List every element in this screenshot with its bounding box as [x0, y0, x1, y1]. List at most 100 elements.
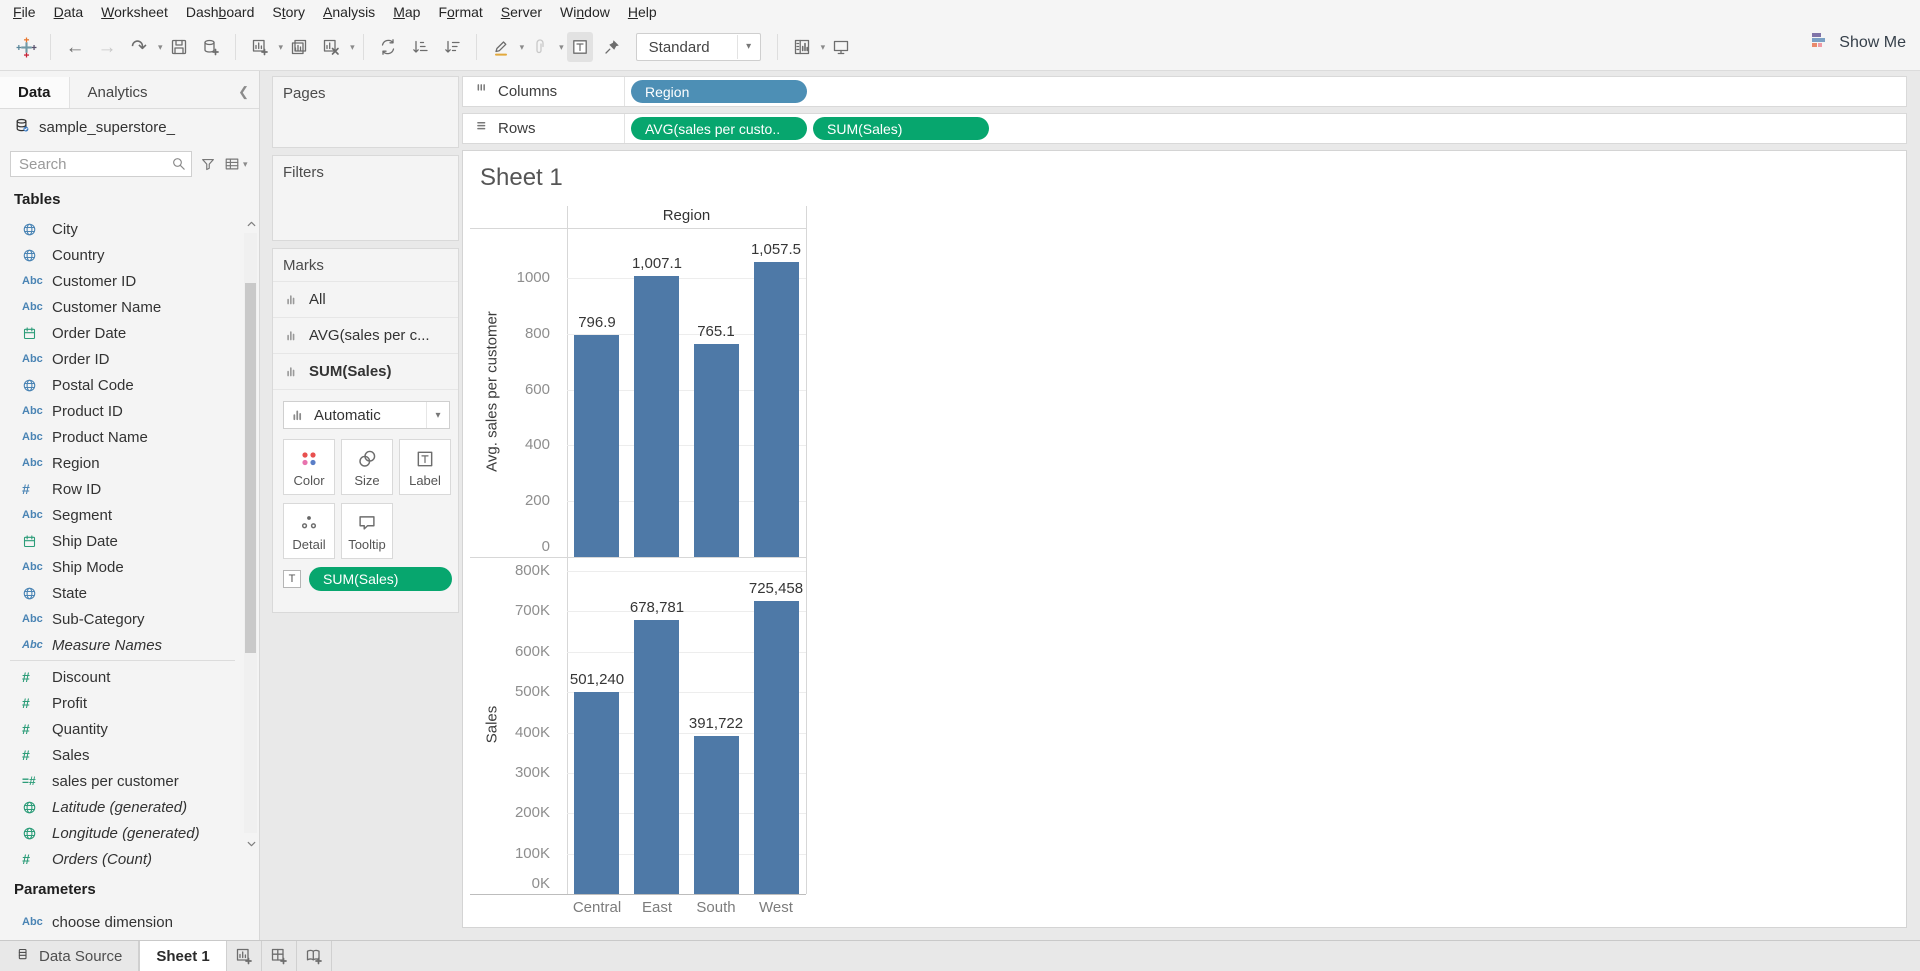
field-discount[interactable]: # Discount	[22, 668, 111, 686]
view-options-caret-icon[interactable]: ▾	[243, 158, 248, 169]
data-source-item[interactable]: sample_superstore_	[14, 117, 175, 138]
scrollbar-thumb[interactable]	[245, 283, 256, 653]
field-city[interactable]: City	[0, 216, 242, 242]
highlight-icon-caret[interactable]: ▾	[519, 41, 525, 52]
field-profit[interactable]: # Profit	[22, 694, 88, 712]
columns-shelf[interactable]: Columns Region	[462, 76, 1907, 107]
field-latitude-generated[interactable]: Latitude (generated)	[0, 794, 242, 820]
menu-server[interactable]: Server	[500, 4, 543, 20]
menu-window[interactable]: Window	[560, 4, 610, 20]
replay-icon-caret[interactable]: ▾	[158, 41, 163, 52]
field-customer-name[interactable]: Abc Customer Name	[22, 298, 162, 316]
tab-data[interactable]: Data	[0, 76, 70, 108]
field-region[interactable]: Abc Region	[22, 454, 100, 472]
new-worksheet-button[interactable]	[227, 941, 262, 971]
field-longitude-generated[interactable]: Longitude (generated)	[0, 820, 242, 846]
menu-format[interactable]: Format	[438, 4, 483, 20]
menu-worksheet[interactable]: Worksheet	[101, 4, 168, 20]
clear-sheet-icon-caret[interactable]: ▾	[350, 41, 355, 52]
filters-shelf[interactable]: Filters	[272, 155, 459, 241]
undo-icon[interactable]: ←	[65, 36, 85, 58]
show-me-button[interactable]: Show Me	[1810, 31, 1906, 54]
duplicate-icon[interactable]	[286, 32, 312, 62]
new-dashboard-button[interactable]	[262, 941, 297, 971]
field-quantity[interactable]: # Quantity	[22, 720, 108, 738]
filter-fields-icon[interactable]	[200, 156, 216, 172]
detail-button[interactable]: Detail	[283, 503, 335, 559]
marks-item-avg-sales-per-c[interactable]: AVG(sales per c...	[273, 317, 458, 353]
mark-type-caret-icon[interactable]: ▾	[426, 402, 449, 428]
search-input[interactable]	[10, 151, 192, 177]
tooltip-button[interactable]: Tooltip	[341, 503, 393, 559]
rows-pill-avg-sales-per-custo[interactable]: AVG(sales per custo..	[631, 117, 807, 140]
new-worksheet-icon-caret[interactable]: ▾	[278, 41, 284, 52]
marks-item-sum-sales[interactable]: SUM(Sales)	[273, 353, 458, 389]
size-button[interactable]: Size	[341, 439, 393, 495]
field-orders-count[interactable]: # Orders (Count)	[22, 850, 153, 868]
new-data-source-icon[interactable]	[198, 32, 224, 62]
tab-analytics[interactable]: Analytics	[87, 83, 148, 101]
new-story-button[interactable]	[297, 941, 332, 971]
bar-south-sum[interactable]	[694, 736, 739, 894]
redo-icon[interactable]: →	[97, 36, 117, 58]
field-ship-date[interactable]: Ship Date	[0, 528, 242, 554]
marks-item-all[interactable]: All	[273, 281, 458, 317]
tab-data-source[interactable]: Data Source	[0, 941, 140, 971]
collapse-pane-icon[interactable]: ❮	[238, 84, 249, 99]
bar-east-sum[interactable]	[634, 620, 679, 894]
menu-analysis[interactable]: Analysis	[323, 4, 376, 20]
field-state[interactable]: State	[0, 580, 242, 606]
field-sales[interactable]: # Sales	[22, 746, 90, 764]
bar-west-sum[interactable]	[754, 601, 799, 894]
field-sub-category[interactable]: Abc Sub-Category	[22, 610, 145, 628]
parameter-choose-dimension[interactable]: Abc choose dimension	[22, 913, 173, 931]
label-button[interactable]: Label	[399, 439, 451, 495]
show-hide-cards-icon-caret[interactable]: ▾	[820, 41, 826, 52]
fit-caret-icon[interactable]: ▾	[736, 35, 760, 59]
rows-pill-sum-sales[interactable]: SUM(Sales)	[813, 117, 989, 140]
field-ship-mode[interactable]: Abc Ship Mode	[22, 558, 124, 576]
field-segment[interactable]: Abc Segment	[22, 506, 113, 524]
field-order-date[interactable]: Order Date	[0, 320, 242, 346]
field-row-id[interactable]: # Row ID	[22, 480, 102, 498]
show-hide-cards-icon[interactable]	[789, 32, 815, 62]
swap-rows-columns-icon[interactable]	[375, 32, 401, 62]
columns-pill-region[interactable]: Region	[631, 80, 807, 103]
sort-ascending-icon[interactable]	[407, 32, 433, 62]
show-mark-labels-button[interactable]	[566, 32, 593, 62]
bar-west-avg[interactable]	[754, 262, 799, 557]
fix-axes-icon[interactable]	[599, 32, 625, 62]
menu-story[interactable]: Story	[272, 4, 306, 20]
tab-sheet-1[interactable]: Sheet 1	[139, 941, 227, 971]
menu-data[interactable]: Data	[53, 4, 84, 20]
fit-selector[interactable]: Standard ▾	[635, 33, 761, 61]
bar-central-sum[interactable]	[574, 692, 619, 894]
field-order-id[interactable]: Abc Order ID	[22, 350, 110, 368]
field-postal-code[interactable]: Postal Code	[0, 372, 242, 398]
presentation-mode-icon[interactable]	[828, 32, 854, 62]
group-members-icon-caret[interactable]: ▾	[559, 41, 564, 52]
view-options-icon[interactable]	[224, 156, 240, 172]
field-sales-per-customer[interactable]: =# sales per customer	[22, 772, 179, 790]
field-measure-names[interactable]: Abc Measure Names	[22, 636, 163, 654]
group-members-icon[interactable]	[527, 32, 553, 62]
scroll-down-icon[interactable]	[245, 837, 258, 855]
menu-file[interactable]: File	[13, 4, 36, 20]
pill-sum-sales-label[interactable]: SUM(Sales)	[309, 567, 452, 591]
bar-south-avg[interactable]	[694, 344, 739, 557]
replay-icon[interactable]: ↷	[131, 36, 147, 58]
color-button[interactable]: Color	[283, 439, 335, 495]
new-worksheet-icon[interactable]	[247, 32, 273, 62]
mark-type-dropdown[interactable]: Automatic ▾	[283, 401, 450, 429]
scroll-up-icon[interactable]	[245, 218, 258, 236]
menu-dashboard[interactable]: Dashboard	[185, 4, 255, 20]
menu-map[interactable]: Map	[393, 4, 421, 20]
clear-sheet-icon[interactable]	[318, 32, 344, 62]
rows-shelf[interactable]: Rows AVG(sales per custo.. SUM(Sales)	[462, 113, 1907, 144]
bar-central-avg[interactable]	[574, 335, 619, 557]
menu-help[interactable]: Help	[627, 4, 657, 20]
field-product-id[interactable]: Abc Product ID	[22, 402, 123, 420]
field-product-name[interactable]: Abc Product Name	[22, 428, 148, 446]
field-country[interactable]: Country	[0, 242, 242, 268]
highlight-icon[interactable]	[488, 32, 514, 62]
